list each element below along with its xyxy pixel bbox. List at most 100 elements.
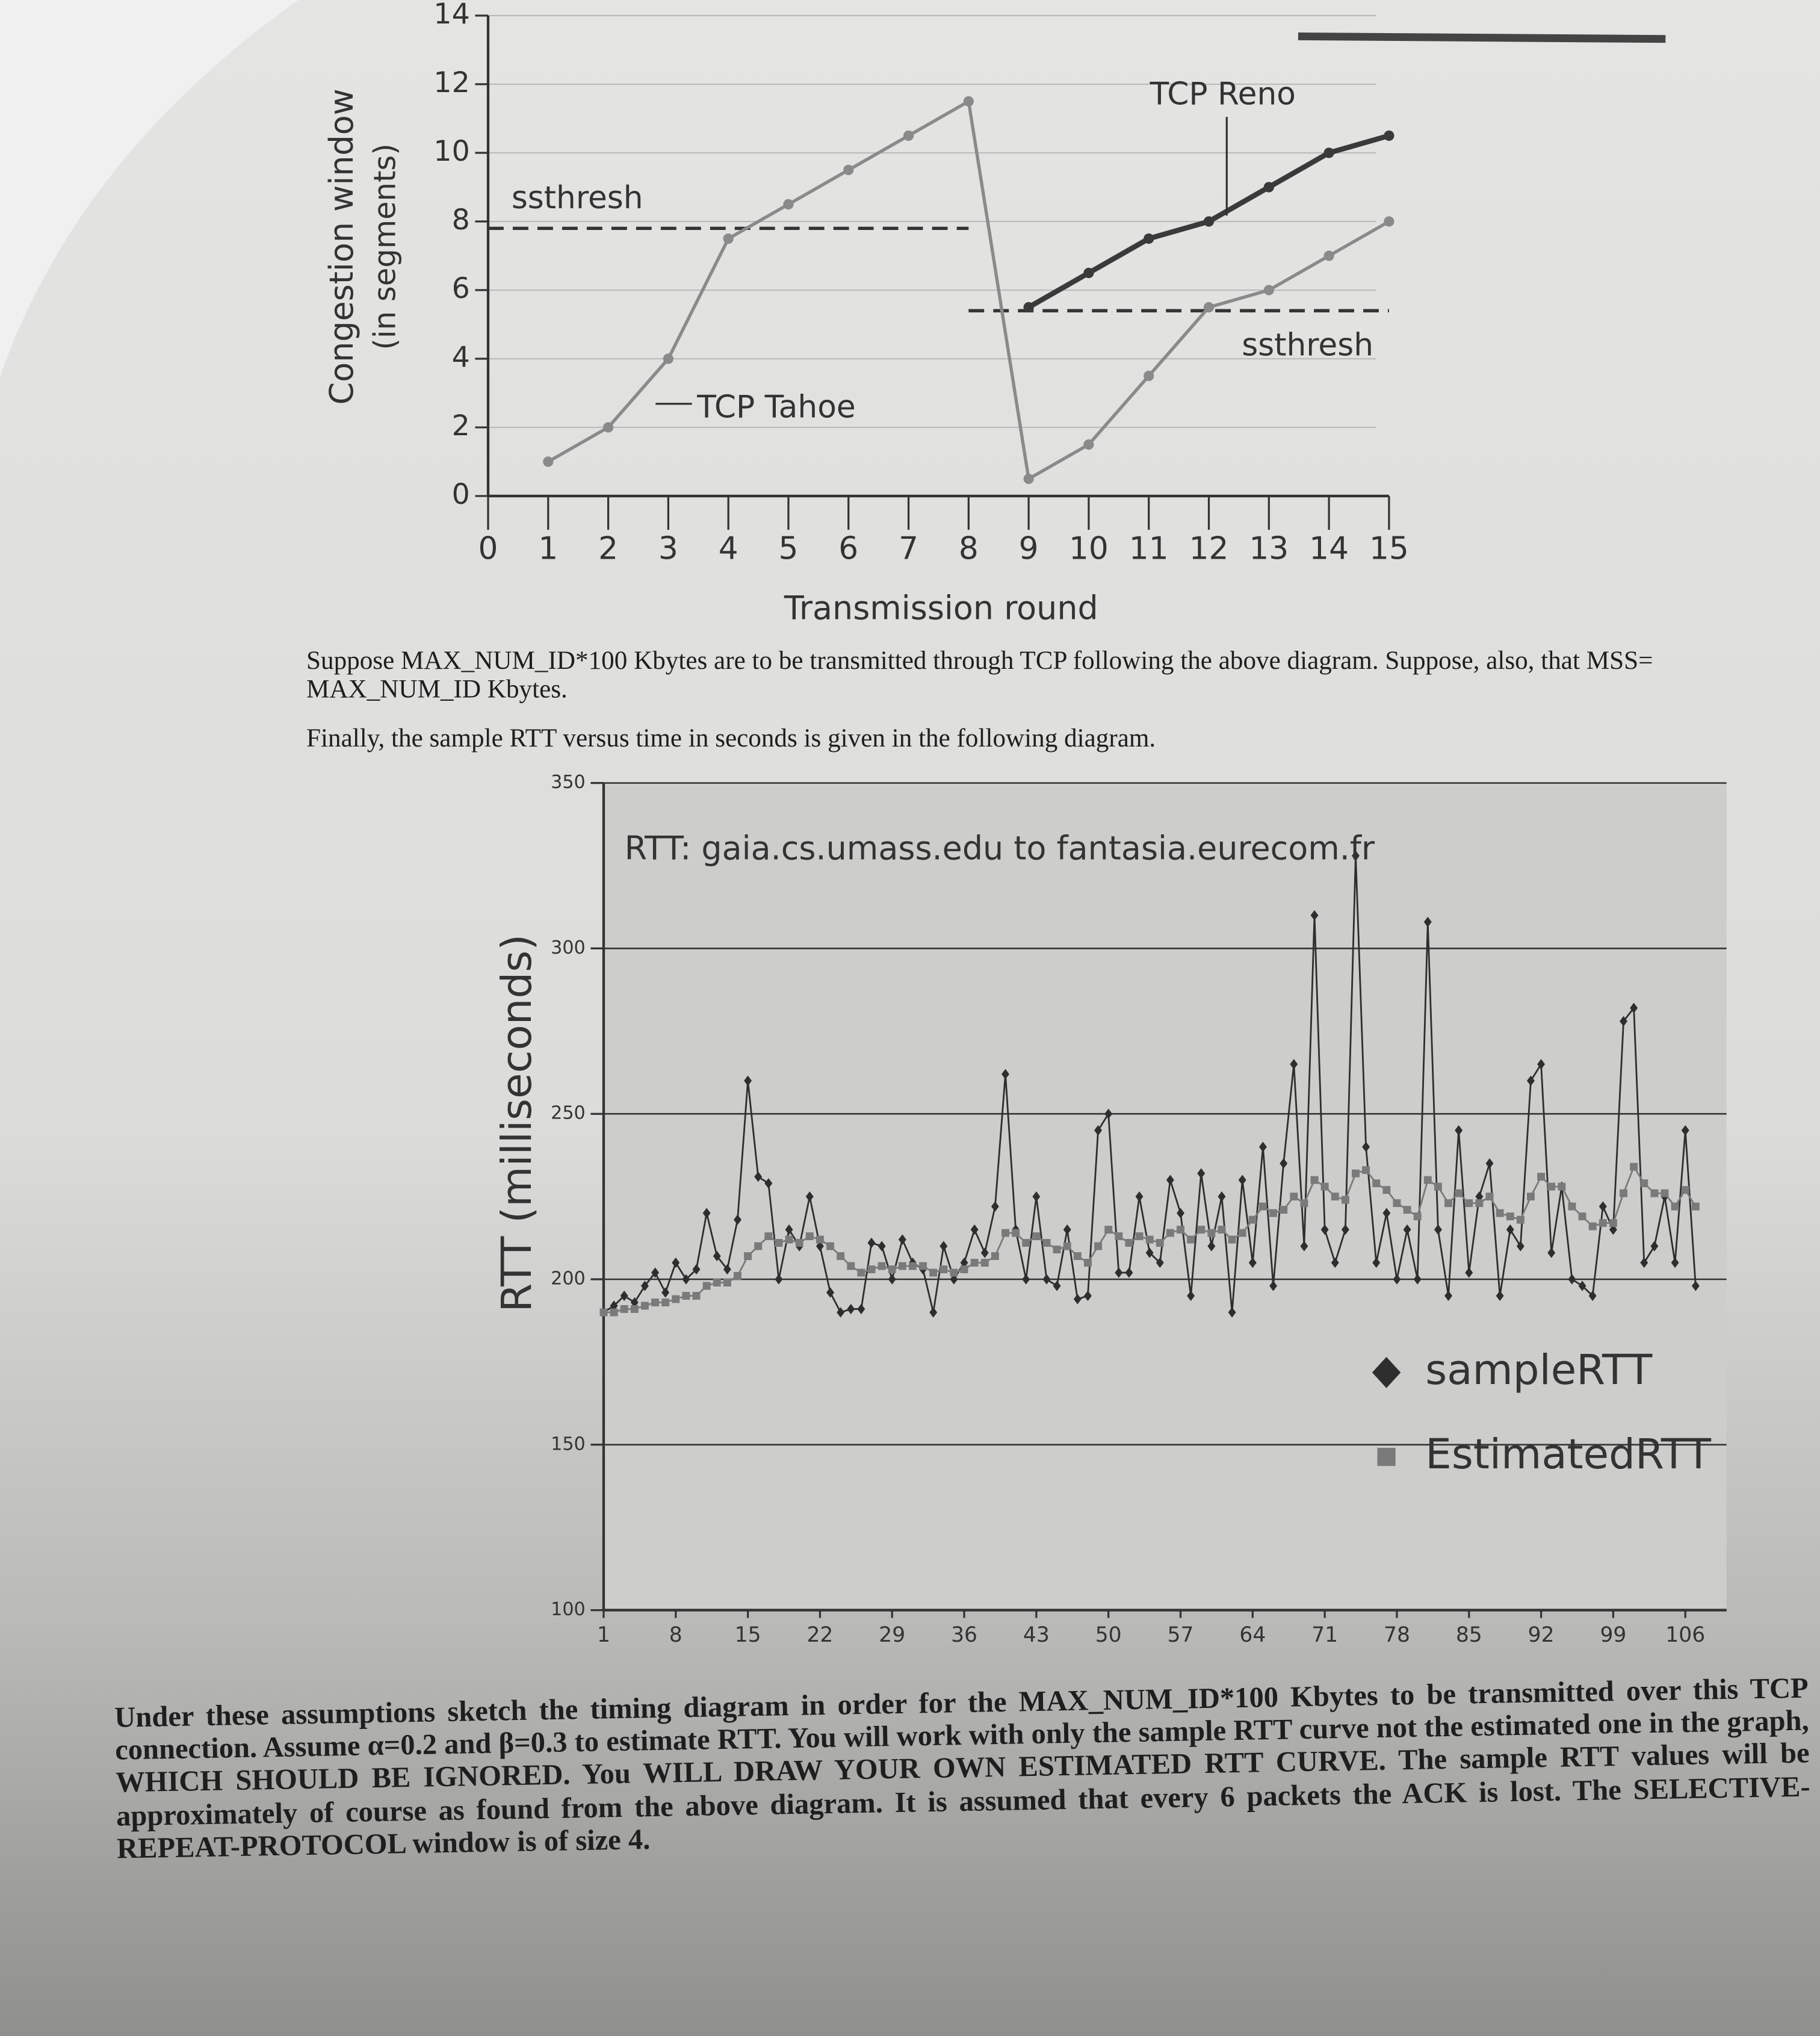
point (1352, 1169, 1360, 1178)
point (970, 1259, 979, 1267)
point (816, 1235, 824, 1244)
point (1558, 1182, 1566, 1191)
point (919, 1262, 927, 1270)
point (837, 1252, 845, 1260)
point (661, 1298, 670, 1306)
point (1681, 1125, 1689, 1136)
point (1506, 1224, 1514, 1235)
point (1455, 1189, 1463, 1197)
point (1671, 1202, 1679, 1211)
point (1238, 1229, 1246, 1237)
point (1609, 1224, 1617, 1235)
point (1630, 1162, 1638, 1171)
point (1023, 473, 1034, 485)
point (1661, 1189, 1669, 1197)
point (1187, 1290, 1195, 1302)
point (960, 1265, 968, 1273)
y-tick-label: 300 (551, 937, 586, 958)
point (764, 1232, 773, 1241)
point (1323, 250, 1334, 261)
paragraph: Suppose MAX_NUM_ID*100 Kbytes are to be … (306, 647, 1653, 704)
x-tick-label: 6 (838, 531, 858, 567)
point (1022, 1239, 1030, 1247)
point (1248, 1215, 1257, 1224)
point (1620, 1189, 1628, 1197)
point (754, 1171, 763, 1182)
point (1516, 1215, 1524, 1224)
point (826, 1242, 835, 1250)
point (702, 1282, 711, 1290)
point (1320, 1224, 1329, 1235)
point (1455, 1125, 1463, 1136)
x-tick-label: 92 (1528, 1623, 1555, 1647)
point (1691, 1202, 1700, 1211)
point (898, 1234, 906, 1245)
point (805, 1232, 814, 1241)
point (1012, 1229, 1020, 1237)
point (980, 1259, 989, 1267)
point (1384, 130, 1394, 141)
x-tick-label: 85 (1456, 1623, 1482, 1647)
point (843, 164, 854, 176)
point (960, 1257, 968, 1268)
x-tick-label: 7 (899, 531, 918, 567)
ssthresh-label: ssthresh (512, 180, 643, 216)
point (1323, 147, 1334, 158)
point (1403, 1224, 1411, 1235)
point (1073, 1252, 1082, 1260)
point (1496, 1209, 1504, 1217)
point (1609, 1219, 1617, 1227)
y-tick-label: 200 (551, 1268, 586, 1289)
point (1023, 302, 1034, 313)
plot-background (603, 783, 1727, 1610)
point (1083, 267, 1094, 279)
point (620, 1305, 628, 1313)
point (1280, 1206, 1288, 1214)
point (1263, 182, 1274, 193)
point (1444, 1199, 1453, 1208)
x-tick-label: 22 (806, 1623, 833, 1647)
point (1599, 1219, 1607, 1227)
point (1465, 1199, 1473, 1208)
point (1115, 1232, 1123, 1241)
point (1203, 216, 1215, 227)
point (1588, 1290, 1597, 1302)
y-tick-label: 4 (452, 341, 470, 374)
point (1042, 1239, 1051, 1247)
x-tick-label: 13 (1249, 531, 1289, 567)
x-tick-label: 10 (1069, 531, 1109, 567)
point (878, 1241, 886, 1252)
point (1640, 1257, 1648, 1268)
point (713, 1279, 721, 1286)
x-tick-label: 57 (1168, 1623, 1194, 1647)
point (1156, 1239, 1164, 1247)
point (1145, 1235, 1154, 1244)
y-tick-label: 14 (433, 0, 469, 31)
point (754, 1242, 763, 1250)
point (672, 1295, 680, 1303)
point (1104, 1108, 1113, 1119)
point (991, 1252, 999, 1260)
point (1423, 1176, 1432, 1184)
point (602, 422, 614, 433)
point (702, 1208, 711, 1218)
series-label: TCP Reno (1150, 76, 1296, 113)
point (837, 1307, 845, 1318)
y-tick-label: 250 (551, 1103, 586, 1124)
point (929, 1268, 938, 1277)
x-tick-label: 99 (1600, 1623, 1626, 1647)
x-tick-label: 29 (879, 1623, 905, 1647)
y-tick-label: 350 (551, 772, 586, 793)
point (1681, 1186, 1689, 1194)
point (543, 456, 554, 467)
paragraph: Finally, the sample RTT versus time in s… (306, 724, 1156, 754)
point (610, 1308, 618, 1317)
point (909, 1262, 917, 1270)
point (1650, 1241, 1659, 1252)
point (672, 1257, 680, 1268)
point (1187, 1235, 1195, 1244)
point (1372, 1179, 1381, 1188)
point (1671, 1257, 1679, 1268)
